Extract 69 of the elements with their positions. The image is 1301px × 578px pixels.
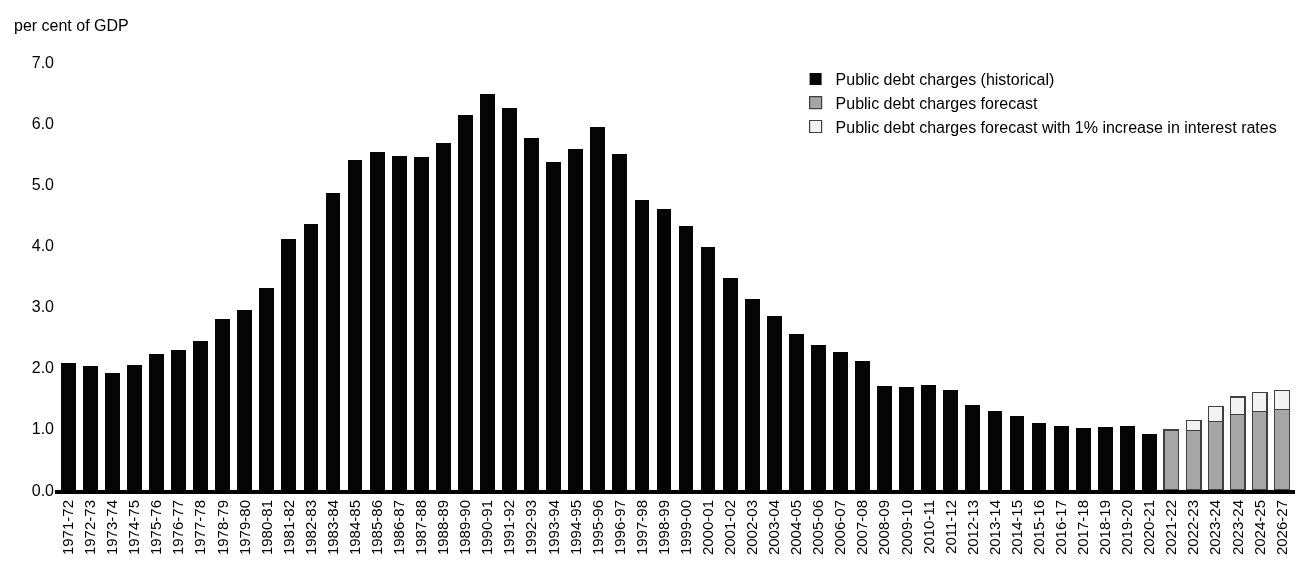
- x-tick-label: 2006-07: [831, 500, 849, 556]
- bar: [1163, 429, 1180, 490]
- y-tick-label: 0.0: [31, 481, 55, 499]
- x-tick-label: 1975-76: [147, 500, 165, 556]
- x-tick-label: 1984-85: [345, 500, 363, 556]
- x-tick-label: 2009-10: [897, 500, 915, 556]
- x-tick-label: 2007-08: [853, 500, 871, 556]
- x-tick-label: 2011-12: [941, 500, 959, 554]
- x-tick-label: 1986-87: [390, 500, 408, 556]
- x-tick-label: 1994-95: [566, 500, 584, 556]
- x-tick-label: 1983-84: [323, 500, 341, 556]
- x-tick-label: 2014-15: [1007, 500, 1025, 556]
- legend-label: Public debt charges forecast: [835, 94, 1039, 112]
- y-axis-title: per cent of GDP: [14, 17, 129, 34]
- y-tick-label: 7.0: [31, 53, 55, 71]
- legend-label: Public debt charges forecast with 1% increase in interest rates: [835, 118, 1277, 136]
- x-tick-label: 2012-13: [963, 500, 981, 556]
- y-tick-label: 2.0: [31, 359, 55, 377]
- x-tick-label: 2018-19: [1096, 500, 1114, 556]
- x-tick-label: 1985-86: [368, 500, 386, 556]
- x-tick-label: 2005-06: [809, 500, 827, 556]
- legend-label: Public debt charges (historical): [835, 71, 1055, 89]
- x-tick-label: 2001-02: [721, 500, 739, 556]
- x-tick-label: 1990-91: [478, 500, 496, 556]
- x-tick-label: 2015-16: [1029, 500, 1047, 556]
- y-tick-label: 4.0: [31, 237, 55, 255]
- y-tick-label: 6.0: [31, 114, 55, 132]
- x-tick-label: 1981-82: [279, 500, 297, 556]
- y-tick-label: 3.0: [31, 298, 55, 316]
- x-tick-label: 1987-88: [412, 500, 430, 556]
- x-tick-label: 2003-04: [765, 500, 783, 556]
- x-tick-label: 2022-23: [1184, 500, 1202, 556]
- x-tick-label: 1988-89: [434, 500, 452, 556]
- x-tick-label: 2008-09: [875, 500, 893, 556]
- x-tick-label: 2013-14: [985, 500, 1003, 556]
- x-tick-label: 1980-81: [257, 500, 275, 556]
- x-tick-label: 2023-24: [1228, 500, 1246, 556]
- x-tick-label: 1977-78: [191, 500, 209, 556]
- y-tick-label: 1.0: [31, 420, 55, 438]
- x-tick-label: 2023-24: [1206, 500, 1224, 556]
- x-tick-label: 2010-11: [919, 500, 937, 554]
- x-tick-label: 1976-77: [169, 500, 187, 556]
- x-tick-label: 2021-22: [1162, 500, 1180, 556]
- x-tick-label: 2026-27: [1272, 500, 1290, 556]
- x-tick-label: 1991-92: [500, 500, 518, 556]
- x-tick-label: 1972-73: [81, 500, 99, 556]
- x-tick-label: 1974-75: [125, 500, 143, 556]
- x-tick-label: 1998-99: [654, 500, 672, 556]
- y-tick-label: 5.0: [31, 175, 55, 193]
- x-tick-label: 2000-01: [698, 500, 716, 556]
- x-tick-label: 1993-94: [544, 500, 562, 556]
- x-tick-label: 1973-74: [103, 500, 121, 556]
- x-tick-label: 1971-72: [59, 500, 77, 556]
- x-tick-label: 1999-00: [676, 500, 694, 556]
- x-tick-label: 1978-79: [213, 500, 231, 556]
- x-tick-label: 2016-17: [1051, 500, 1069, 556]
- x-tick-label: 2017-18: [1074, 500, 1092, 556]
- x-tick-label: 2002-03: [743, 500, 761, 556]
- x-tick-label: 1995-96: [588, 500, 606, 556]
- x-tick-label: 1989-90: [456, 500, 474, 556]
- x-tick-label: 1997-98: [632, 500, 650, 556]
- x-tick-label: 1996-97: [610, 500, 628, 556]
- x-tick-label: 1982-83: [301, 500, 319, 556]
- x-tick-label: 2020-21: [1140, 500, 1158, 556]
- x-tick-label: 2024-25: [1250, 500, 1268, 556]
- x-tick-label: 2004-05: [787, 500, 805, 556]
- x-tick-label: 1979-80: [235, 500, 253, 556]
- x-tick-label: 2019-20: [1118, 500, 1136, 556]
- x-tick-label: 1992-93: [522, 500, 540, 556]
